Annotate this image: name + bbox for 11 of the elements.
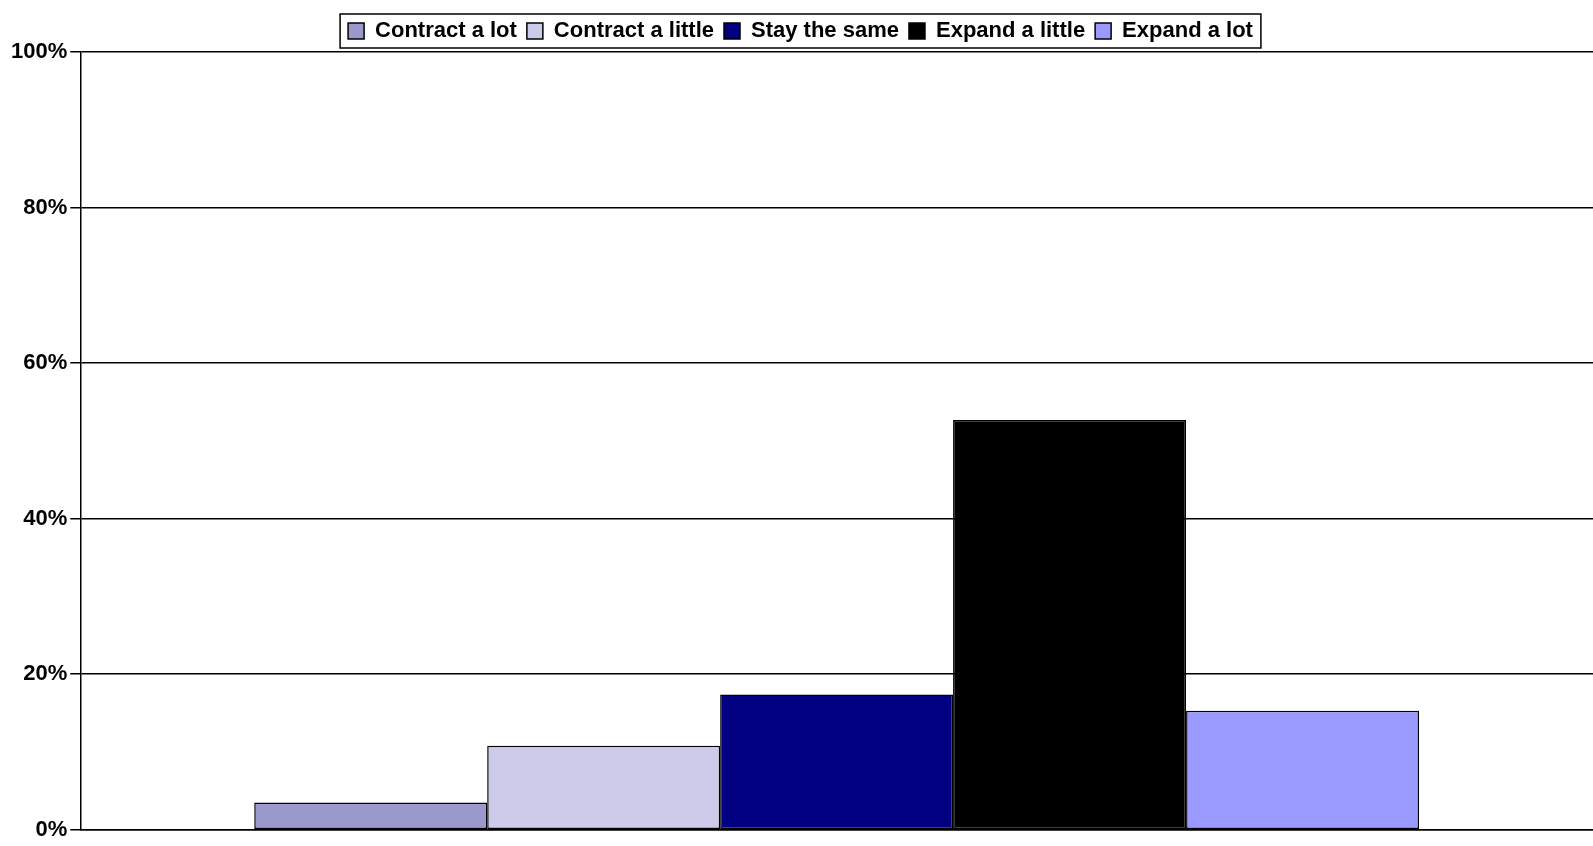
legend-label: Stay the same: [751, 17, 899, 43]
y-tick-label: 80%: [23, 193, 68, 219]
legend-label: Contract a little: [553, 17, 715, 43]
legend-label: Expand a little: [935, 17, 1086, 43]
y-tick-label: 60%: [23, 349, 68, 375]
legend-label: Contract a lot: [375, 17, 518, 43]
y-tick-label: 0%: [35, 815, 68, 841]
y-tick-label: 40%: [23, 504, 68, 530]
y-tick-label: 100%: [10, 38, 68, 64]
legend-label: Expand a lot: [1122, 17, 1254, 43]
y-tick-label: 20%: [23, 660, 68, 686]
